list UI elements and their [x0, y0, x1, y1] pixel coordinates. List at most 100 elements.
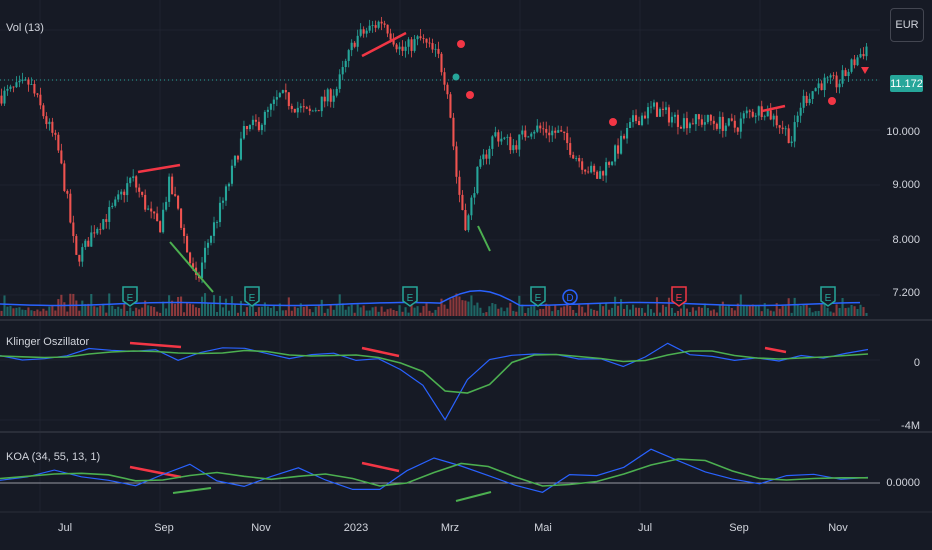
volume-bar	[422, 306, 425, 316]
koa-series[interactable]	[0, 448, 869, 493]
volume-bar	[299, 303, 302, 316]
volume-bar	[787, 298, 790, 316]
volume-bar	[482, 312, 485, 316]
candle-body	[832, 75, 835, 77]
volume-bar	[832, 312, 835, 316]
candle-body	[614, 145, 617, 162]
candle-body	[102, 219, 105, 230]
volume-bar	[841, 298, 844, 316]
candle-body	[27, 79, 30, 85]
signal-triangle	[861, 67, 869, 74]
volume-bar	[802, 304, 805, 316]
volume-bar	[533, 305, 536, 316]
earnings-marker[interactable]: E	[402, 286, 418, 307]
candle-body	[631, 115, 635, 122]
volume-bar	[817, 310, 820, 316]
candle-body	[171, 176, 174, 195]
candle-body	[536, 125, 539, 132]
volume-bar	[670, 307, 673, 316]
volume-bar	[156, 311, 159, 316]
volume-bar	[757, 304, 760, 316]
volume-bar	[805, 303, 808, 316]
candle-body	[377, 21, 380, 28]
time-label: Sep	[154, 522, 174, 534]
candle-body	[147, 208, 150, 210]
candle-body	[114, 199, 117, 206]
candle-body	[664, 107, 668, 110]
candle-body	[814, 88, 817, 92]
volume-bar	[605, 302, 608, 316]
candle-body	[129, 177, 132, 184]
candle-body	[817, 83, 820, 89]
earnings-marker[interactable]: E	[671, 286, 687, 307]
earnings-marker[interactable]: E	[122, 286, 138, 307]
candle-body	[751, 111, 754, 117]
divergence-line	[764, 346, 787, 354]
candle-body	[105, 219, 108, 222]
volume-bar	[419, 312, 422, 316]
volume-bar	[192, 304, 195, 316]
candle-body	[658, 108, 662, 117]
earnings-marker[interactable]: E	[244, 286, 260, 307]
volume-bar	[793, 297, 796, 316]
volume-bar	[153, 306, 156, 316]
candle-body	[820, 83, 823, 91]
volume-bar	[174, 303, 177, 316]
candlesticks[interactable]	[0, 16, 868, 284]
volume-bar	[730, 307, 733, 316]
time-label: Jul	[637, 522, 653, 534]
candle-body	[464, 210, 467, 231]
candle-body	[557, 130, 560, 133]
volume-bar	[835, 304, 838, 316]
candle-body	[144, 194, 147, 210]
candle-body	[623, 135, 626, 139]
candle-body	[6, 88, 9, 91]
volume-bar	[464, 300, 467, 316]
volume-bar	[126, 311, 129, 316]
candle-body	[862, 54, 865, 57]
candle-body	[90, 232, 93, 247]
currency-button[interactable]: EUR	[890, 8, 924, 42]
candle-body	[640, 115, 644, 126]
klinger-series[interactable]	[0, 342, 869, 421]
volume-bar	[254, 311, 257, 316]
candle-body	[608, 162, 611, 165]
candle-body	[245, 126, 248, 130]
time-label: Nov	[251, 522, 271, 534]
volume-bar	[302, 306, 305, 316]
volume-bar	[646, 304, 650, 316]
marker-shape	[530, 286, 546, 307]
volume-bar	[799, 305, 802, 316]
candle-body	[63, 163, 66, 191]
candle-body	[177, 195, 180, 209]
candle-body	[209, 235, 213, 243]
volume-bar	[602, 306, 605, 316]
volume-bar	[509, 302, 512, 316]
candle-body	[138, 187, 141, 192]
volume-bar	[230, 296, 234, 316]
candle-body	[186, 236, 189, 253]
dividend-marker[interactable]: D	[562, 289, 578, 305]
earnings-marker[interactable]: E	[820, 286, 836, 307]
candle-body	[108, 207, 111, 222]
candle-body	[42, 105, 45, 117]
candle-body	[784, 128, 787, 130]
candle-body	[180, 208, 183, 228]
volume-bar	[458, 296, 461, 316]
volume-bar	[380, 306, 383, 316]
volume-bar	[3, 295, 6, 316]
earnings-marker[interactable]: E	[530, 286, 546, 307]
candle-body	[218, 202, 222, 223]
volume-bar	[54, 310, 57, 316]
volume-bar	[168, 295, 171, 316]
candle-body	[428, 42, 431, 44]
candle-body	[389, 33, 392, 40]
candle-body	[545, 128, 548, 133]
candle-body	[410, 39, 413, 51]
candle-body	[850, 59, 853, 72]
volume-bar	[404, 307, 407, 316]
candle-body	[712, 120, 715, 124]
volume-bar	[266, 306, 269, 316]
